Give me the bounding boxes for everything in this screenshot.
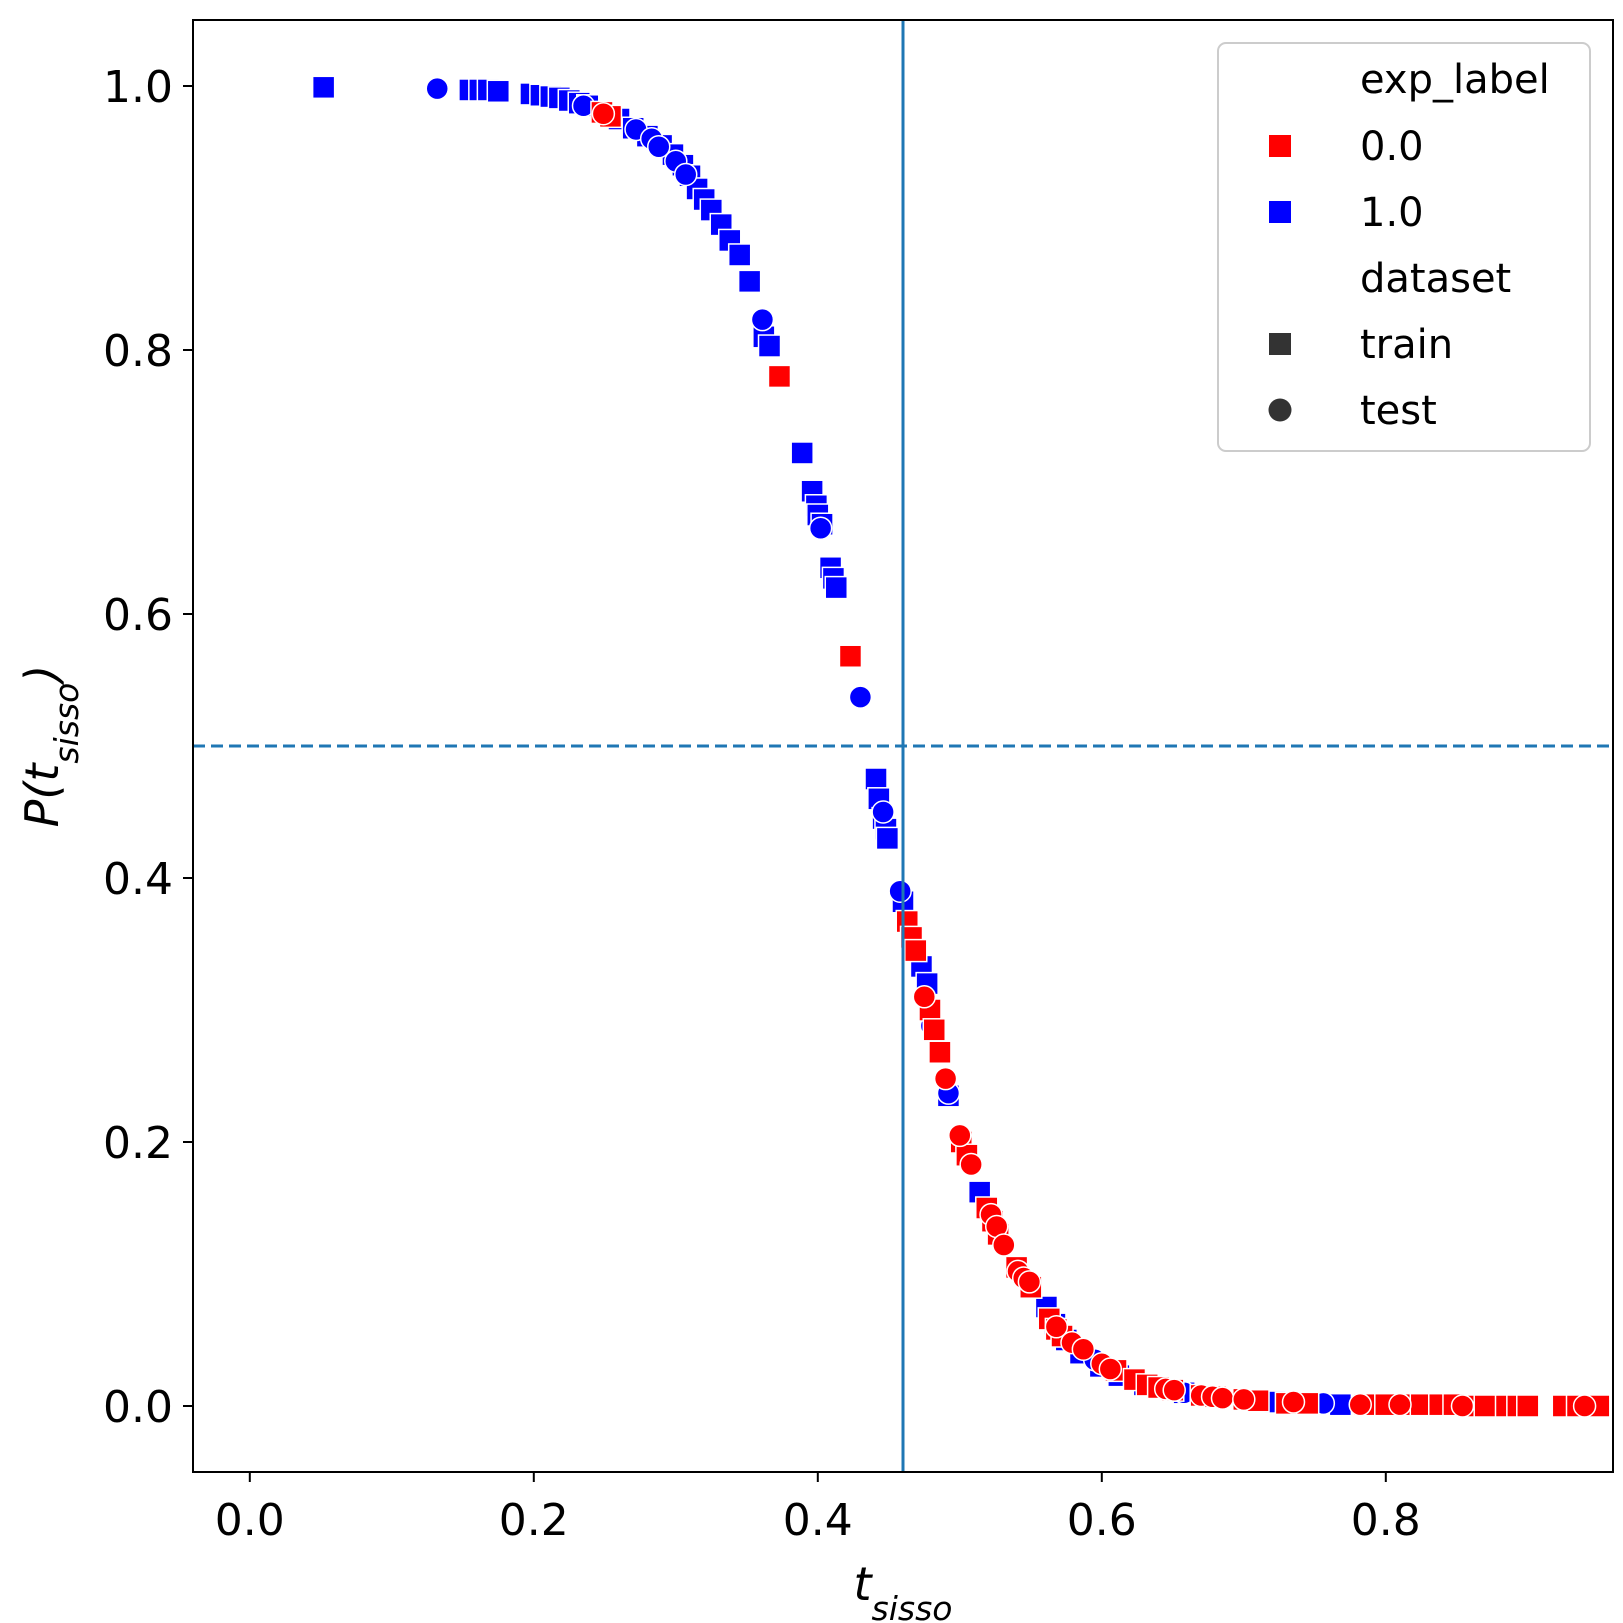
y-tick-label: 0.4 <box>103 854 173 905</box>
data-point-test-red <box>1044 1315 1069 1339</box>
legend-label-test: test <box>1360 388 1437 434</box>
data-point-train-blue <box>486 79 511 104</box>
data-point-test-blue <box>848 685 873 709</box>
legend-marker-test-circle <box>1268 398 1292 422</box>
data-point-train-red <box>922 1018 946 1042</box>
legend: exp_label 0.0 1.0 dataset train test <box>1217 42 1591 452</box>
data-point-train-blue <box>727 243 752 267</box>
data-point-test-red <box>1281 1390 1306 1414</box>
x-tick-label: 0.0 <box>215 1495 285 1546</box>
data-point-test-blue <box>808 516 833 540</box>
legend-label-1: 1.0 <box>1360 190 1424 236</box>
data-point-test-blue <box>673 162 698 187</box>
data-point-test-blue <box>647 134 671 159</box>
data-point-train-blue <box>311 75 336 100</box>
data-point-test-red <box>912 985 937 1009</box>
data-point-test-red <box>1210 1386 1235 1410</box>
data-point-train-red <box>928 1040 952 1064</box>
data-point-test-blue <box>425 76 449 101</box>
data-point-test-red <box>1232 1387 1256 1412</box>
data-point-train-red <box>904 938 928 963</box>
data-point-train-blue <box>864 767 888 791</box>
legend-label-0: 0.0 <box>1360 124 1424 170</box>
y-axis: 0.0 0.2 0.4 0.6 0.8 1.0 <box>103 62 193 1433</box>
x-axis-label: tsisso <box>854 1557 953 1623</box>
data-point-train-blue <box>757 334 782 358</box>
data-point-test-blue <box>871 800 895 824</box>
legend-box <box>1217 42 1591 452</box>
legend-marker-train-square <box>1269 333 1291 355</box>
data-point-test-red <box>992 1233 1016 1257</box>
data-point-test-blue <box>888 879 912 903</box>
x-tick-label: 0.6 <box>1067 1495 1137 1546</box>
data-point-train-blue <box>875 826 900 851</box>
x-axis: 0.0 0.2 0.4 0.6 0.8 <box>215 1472 1421 1546</box>
y-tick-label: 1.0 <box>103 62 173 113</box>
y-axis-label-main: P(t <box>15 762 69 828</box>
data-point-test-red <box>1071 1337 1096 1361</box>
legend-hue-title: exp_label <box>1360 57 1550 103</box>
data-point-test-red <box>1348 1392 1372 1417</box>
data-point-test-red <box>1017 1270 1042 1294</box>
data-point-test-red <box>948 1123 972 1148</box>
legend-style-title: dataset <box>1360 256 1511 302</box>
y-axis-label-subscript: sisso <box>47 683 86 764</box>
y-tick-label: 0.8 <box>103 326 173 377</box>
data-point-train-blue <box>737 269 762 294</box>
data-point-test-red <box>1098 1357 1123 1381</box>
plot-frame <box>192 19 1614 1473</box>
data-point-test-red <box>1572 1394 1597 1418</box>
data-point-train-red <box>767 364 792 389</box>
x-axis-label-subscript: sisso <box>872 1589 953 1623</box>
data-point-test-red <box>1388 1392 1412 1417</box>
x-axis-label-main: t <box>854 1557 874 1611</box>
y-tick-label: 0.2 <box>103 1118 173 1169</box>
data-point-test-red <box>591 101 616 126</box>
data-point-test-red <box>1162 1378 1186 1402</box>
legend-label-train: train <box>1360 322 1453 368</box>
data-point-test-red <box>933 1066 958 1091</box>
data-point-train-red <box>1516 1394 1540 1418</box>
legend-marker-red-square <box>1269 135 1291 157</box>
y-axis-label-close: ) <box>15 665 69 686</box>
data-point-train-red <box>1473 1394 1497 1418</box>
data-point-test-red <box>959 1152 983 1177</box>
y-tick-label: 0.0 <box>103 1382 173 1433</box>
data-point-train-blue <box>790 441 814 465</box>
plot-area <box>192 19 1614 1473</box>
legend-marker-blue-square <box>1269 201 1291 223</box>
y-tick-label: 0.6 <box>103 590 173 641</box>
y-axis-label: P(tsisso) <box>15 665 86 828</box>
data-point-test-red <box>1450 1394 1475 1418</box>
x-tick-label: 0.4 <box>783 1495 853 1546</box>
data-point-train-blue <box>824 575 849 600</box>
x-tick-label: 0.8 <box>1351 1495 1421 1546</box>
x-tick-label: 0.2 <box>499 1495 569 1546</box>
data-point-train-red <box>838 644 863 668</box>
data-point-test-blue <box>750 307 775 332</box>
